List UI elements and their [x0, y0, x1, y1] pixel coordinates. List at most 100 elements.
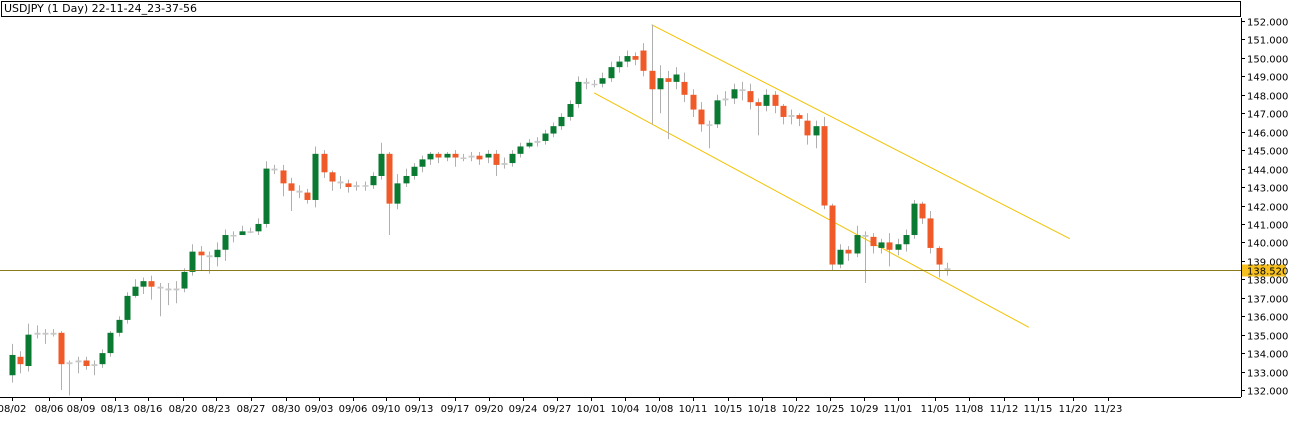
candle-body: [296, 190, 303, 193]
candle-body: [394, 183, 401, 204]
candle-body: [821, 126, 828, 206]
candle-body: [731, 89, 738, 99]
x-tick-label: 10/08: [645, 404, 674, 415]
x-tick-label: 11/05: [921, 404, 950, 415]
x-tick-label: 10/18: [748, 404, 777, 415]
candle-body: [796, 115, 803, 119]
x-tick-label: 10/11: [679, 404, 708, 415]
candle-body: [411, 166, 418, 176]
candle-body: [288, 183, 295, 191]
candles: [9, 24, 951, 396]
candle-body: [501, 163, 508, 165]
candle-body: [83, 360, 90, 367]
candle-body: [813, 126, 820, 136]
y-tick-label: 133.000: [1247, 369, 1288, 380]
current-price-label-bg: [1242, 264, 1286, 277]
candle-body: [124, 295, 131, 320]
channel-upper-line: [651, 24, 1071, 240]
candle-body: [804, 120, 811, 136]
candle-body: [329, 172, 336, 182]
candle-body: [460, 157, 467, 160]
candle-body: [50, 332, 57, 335]
candle-body: [271, 168, 278, 171]
candle-body: [616, 61, 623, 68]
x-tick-label: 08/16: [134, 404, 163, 415]
candle-body: [378, 153, 385, 176]
x-tick-label: 08/20: [169, 404, 198, 415]
x-tick-label: 09/06: [339, 404, 368, 415]
candle-body: [632, 56, 639, 60]
candle-body: [780, 105, 787, 117]
candle-body: [99, 353, 106, 365]
candle-body: [214, 249, 221, 258]
y-tick-label: 148.000: [1247, 92, 1288, 103]
candle-body: [165, 288, 172, 291]
x-tick-label: 08/13: [101, 404, 130, 415]
candle-body: [239, 231, 246, 236]
candle-body: [189, 251, 196, 272]
candle-body: [198, 251, 205, 256]
x-tick-label: 10/01: [577, 404, 606, 415]
candle-body: [403, 175, 410, 184]
candle-body: [247, 231, 254, 233]
candle-body: [870, 236, 877, 247]
candle-body: [419, 159, 426, 167]
candle-body: [107, 332, 114, 354]
candle-body: [772, 94, 779, 106]
x-tick-label: 10/22: [782, 404, 811, 415]
y-tick-label: 149.000: [1247, 73, 1288, 84]
candle-body: [526, 142, 533, 147]
candle-body: [895, 244, 902, 250]
x-tick-label: 09/20: [475, 404, 504, 415]
y-tick-label: 144.000: [1247, 166, 1288, 177]
candle-body: [34, 332, 41, 335]
candle-body: [936, 247, 943, 265]
y-tick-label: 135.000: [1247, 332, 1288, 343]
candle-body: [66, 362, 73, 365]
x-tick-label: 09/13: [405, 404, 434, 415]
x-tick-label: 11/20: [1059, 404, 1088, 415]
y-tick-label: 145.000: [1247, 147, 1288, 158]
candle-body: [911, 203, 918, 236]
candle-body: [878, 242, 885, 248]
y-tick-label: 140.000: [1247, 239, 1288, 250]
current-price-line: 138.520: [0, 264, 1288, 278]
y-tick-label: 138.000: [1247, 276, 1288, 287]
candle-body: [222, 235, 229, 250]
candle-body: [534, 140, 541, 143]
candle-body: [517, 146, 524, 154]
candle-body: [886, 242, 893, 250]
candle-body: [944, 268, 951, 271]
candle-body: [665, 78, 672, 82]
candle-body: [624, 56, 631, 62]
x-tick-label: 11/15: [1024, 404, 1053, 415]
candle-body: [370, 175, 377, 186]
x-tick-label: 09/03: [305, 404, 334, 415]
y-tick-label: 139.000: [1247, 258, 1288, 269]
candle-body: [509, 153, 516, 164]
x-tick-label: 09/27: [543, 404, 572, 415]
x-tick-label: 08/30: [272, 404, 301, 415]
x-tick-label: 10/04: [611, 404, 640, 415]
y-tick-label: 136.000: [1247, 313, 1288, 324]
candle-body: [862, 235, 869, 237]
candle-body: [558, 116, 565, 127]
x-tick-label: 10/15: [714, 404, 743, 415]
x-tick-label: 08/09: [67, 404, 96, 415]
candle-body: [25, 334, 32, 367]
candle-body: [608, 67, 615, 79]
candle-body: [747, 91, 754, 103]
candle-body: [91, 364, 98, 367]
price-axis: 132.000 133.000 134.000 135.000 136.000 137.0…: [1241, 18, 1288, 398]
candle-body: [304, 192, 311, 200]
candle-body: [493, 153, 500, 165]
candle-body: [17, 356, 24, 365]
y-tick-label: 146.000: [1247, 129, 1288, 140]
chart-title: USDJPY (1 Day) 22-11-24_23-37-56: [1, 1, 1241, 17]
candle-body: [476, 155, 483, 160]
y-tick-label: 147.000: [1247, 110, 1288, 121]
candle-body: [681, 81, 688, 95]
candle-body: [255, 223, 262, 232]
x-tick-label: 11/08: [955, 404, 984, 415]
